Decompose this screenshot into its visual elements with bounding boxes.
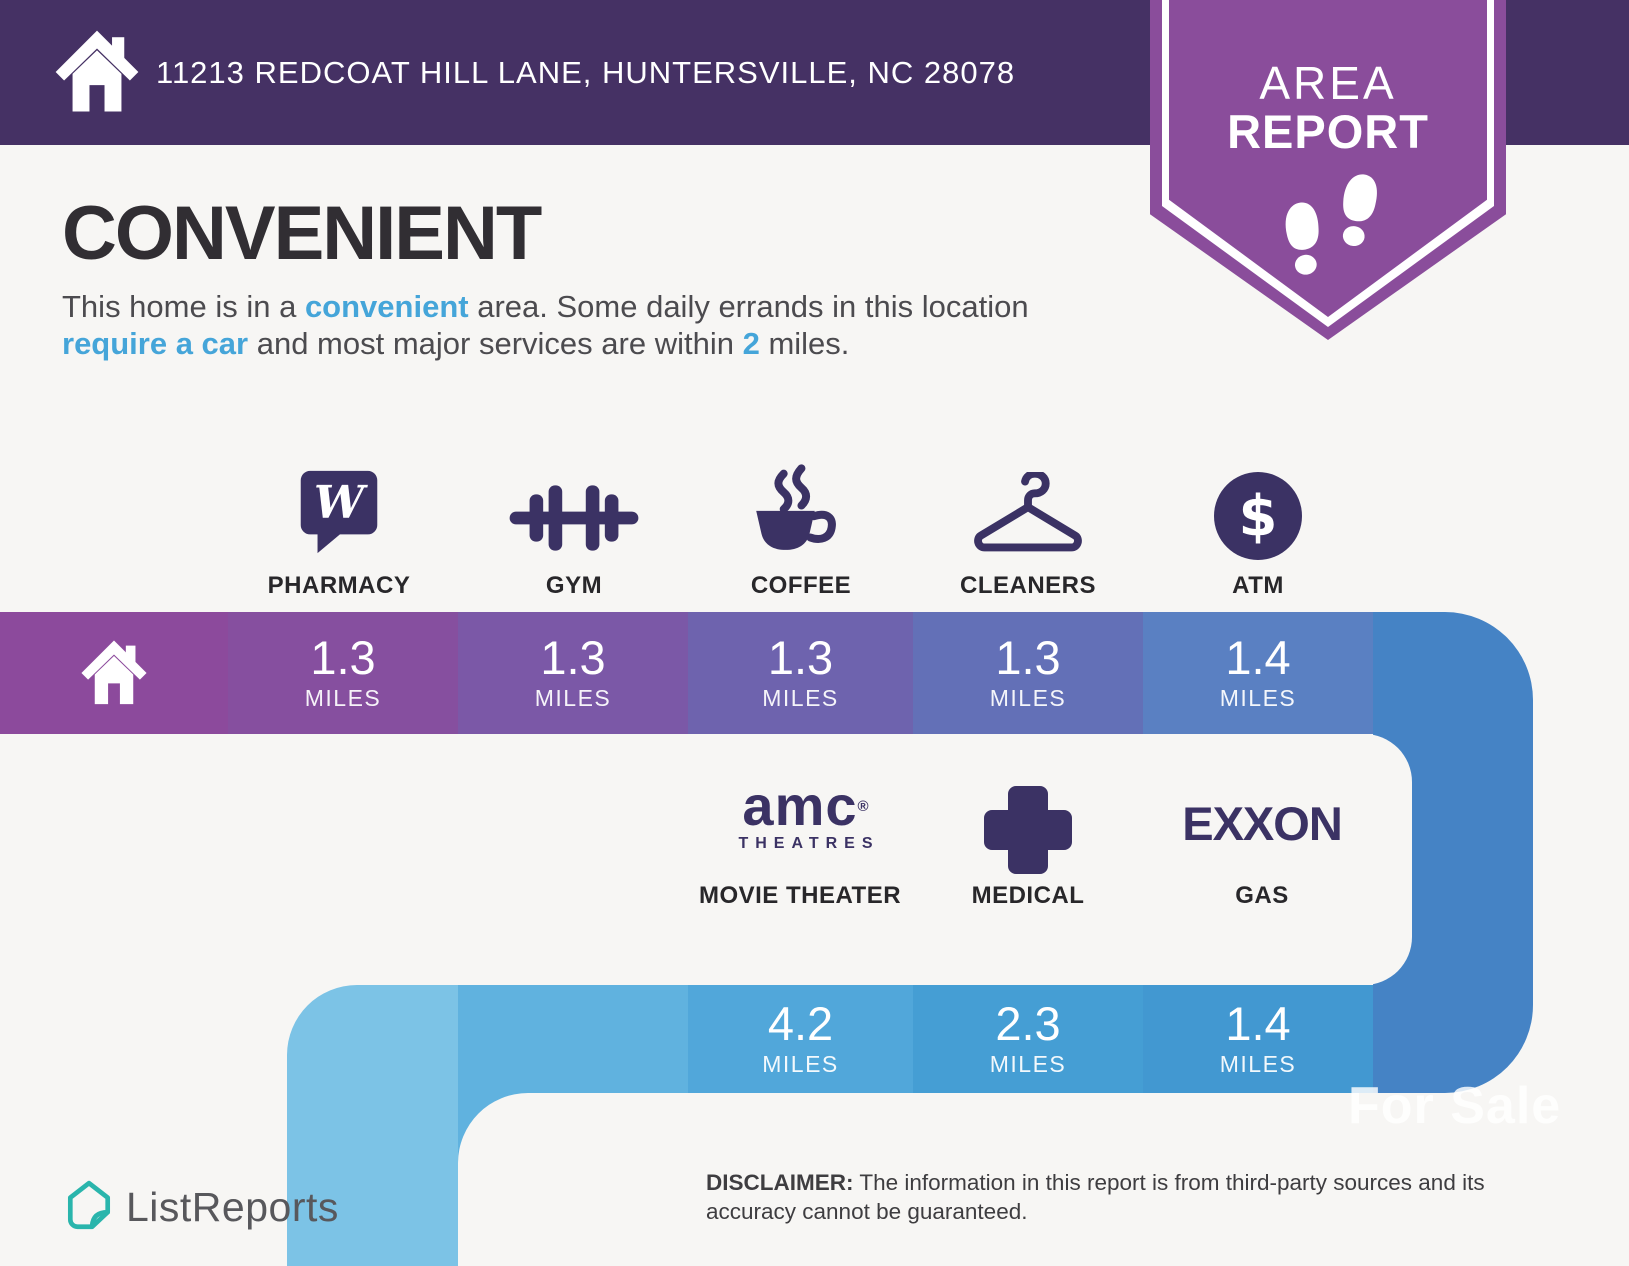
exxon-logo: EXXON xyxy=(1182,797,1343,850)
distance-value: 1.4 xyxy=(1225,997,1291,1050)
column-cleaners: CLEANERS xyxy=(908,420,1148,600)
distance-value: 1.4 xyxy=(1225,631,1291,684)
footprints-icon xyxy=(1285,174,1377,275)
amc-theatres-word: THEATRES xyxy=(738,835,880,852)
medical-cross-icon xyxy=(984,786,1072,874)
distance-value: 4.2 xyxy=(767,997,834,1050)
middle-panel xyxy=(0,734,1412,985)
intro-description: This home is in a convenient area. Some … xyxy=(62,289,1029,361)
disclaimer-label: DISCLAIMER: xyxy=(706,1170,854,1195)
distance-unit: MILES xyxy=(762,685,839,711)
bottom-panel xyxy=(458,1093,1629,1266)
gym-label: GYM xyxy=(545,572,603,599)
distance-value: 1.3 xyxy=(310,631,376,684)
pharmacy-label: PHARMACY xyxy=(267,572,411,599)
home-icon xyxy=(55,30,139,112)
page-title: CONVENIENT xyxy=(62,191,542,276)
distance-unit: MILES xyxy=(1219,685,1297,711)
distance-cell-medical: 2.3 MILES xyxy=(913,985,1143,1093)
distance-band-1: 1.3 MILES 1.3 MILES 1.3 MILES 1.3 MILES … xyxy=(0,612,1373,734)
distance-unit: MILES xyxy=(762,1051,839,1077)
area-report-badge: AREA REPORT xyxy=(1150,0,1506,340)
distance-unit: MILES xyxy=(989,685,1067,711)
cleaners-label: CLEANERS xyxy=(959,572,1096,599)
distance-cell-gas: 1.4 MILES xyxy=(1143,985,1373,1093)
distance-cell-atm: 1.4 MILES xyxy=(1143,612,1373,734)
disclaimer-body: The information in this report is from t… xyxy=(706,1170,1485,1224)
medical-label: MEDICAL xyxy=(971,882,1085,909)
badge-line2: REPORT xyxy=(1227,105,1429,158)
disclaimer-text: DISCLAIMER: The information in this repo… xyxy=(706,1168,1536,1226)
walgreens-pharmacy-icon: W xyxy=(300,470,378,554)
distance-cell-gym: 1.3 MILES xyxy=(458,612,688,734)
distance-band-2: 4.2 MILES 2.3 MILES 1.4 MILES xyxy=(458,985,1373,1093)
flow-connector-left xyxy=(287,985,458,1266)
column-coffee: COFFEE xyxy=(681,420,921,600)
movie-theater-label: MOVIE THEATER xyxy=(698,882,902,909)
distance-cell-movie-theater: 4.2 MILES xyxy=(688,985,913,1093)
home-icon xyxy=(81,640,147,705)
registered-mark: ® xyxy=(857,798,870,815)
dollar-circle-icon: $ xyxy=(1214,472,1302,560)
coffee-label: COFFEE xyxy=(750,572,852,599)
column-gym: GYM xyxy=(454,420,694,600)
distance-value: 1.3 xyxy=(767,631,834,684)
distance-cell-coffee: 1.3 MILES xyxy=(688,612,913,734)
column-pharmacy: W PHARMACY xyxy=(219,420,459,600)
distance-unit: MILES xyxy=(1219,1051,1297,1077)
distance-cell-pharmacy: 1.3 MILES xyxy=(228,612,458,734)
distance-value: 1.3 xyxy=(540,631,606,684)
column-atm: $ ATM xyxy=(1138,420,1378,600)
home-cell xyxy=(0,612,228,734)
listreports-wordmark: ListReports xyxy=(126,1183,339,1230)
hanger-icon xyxy=(974,472,1082,552)
distance-unit: MILES xyxy=(304,685,382,711)
badge-line1: AREA xyxy=(1259,57,1397,109)
coffee-cup-icon xyxy=(756,464,836,550)
listreports-logo: ListReports xyxy=(66,1180,339,1234)
atm-label: ATM xyxy=(1232,572,1284,599)
property-address: 11213 REDCOAT HILL LANE, HUNTERSVILLE, N… xyxy=(156,54,1016,90)
listreports-house-icon xyxy=(67,1180,111,1230)
distance-cell-empty xyxy=(458,985,688,1093)
distance-unit: MILES xyxy=(534,685,612,711)
for-sale-watermark: For Sale xyxy=(1348,1077,1562,1135)
amc-word: amc xyxy=(742,774,858,837)
amc-theatres-logo: amc® THEATRES xyxy=(656,778,956,853)
dollar-symbol: $ xyxy=(1238,483,1278,549)
distance-value: 1.3 xyxy=(995,631,1061,684)
dumbbell-icon xyxy=(509,485,639,551)
gas-label: GAS xyxy=(1235,882,1289,909)
distance-unit: MILES xyxy=(989,1051,1067,1077)
svg-text:W: W xyxy=(314,476,368,529)
distance-value: 2.3 xyxy=(995,997,1061,1050)
distance-cell-cleaners: 1.3 MILES xyxy=(913,612,1143,734)
